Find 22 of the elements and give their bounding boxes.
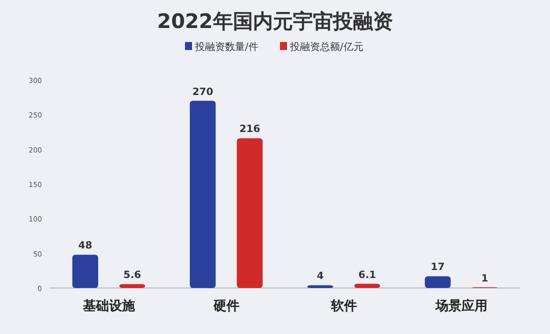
chart-title: 2022年国内元宇宙投融资 — [157, 9, 393, 33]
x-tick-label: 软件 — [330, 299, 357, 314]
bar — [72, 254, 98, 288]
bar — [190, 100, 216, 288]
data-label: 216 — [239, 124, 260, 136]
legend-label: 投融资数量/件 — [194, 41, 258, 53]
x-tick-label: 场景应用 — [434, 298, 488, 314]
data-label: 6.1 — [358, 270, 376, 281]
bar — [354, 284, 380, 288]
data-label: 1 — [481, 273, 488, 284]
x-tick-label: 基础设施 — [82, 298, 136, 314]
bar — [307, 285, 334, 288]
data-label: 5.6 — [123, 270, 142, 282]
data-label: 17 — [430, 262, 445, 274]
legend-label: 投融资总额/亿元 — [289, 41, 364, 53]
data-label: 4 — [316, 271, 324, 282]
x-tick-label: 硬件 — [212, 299, 240, 314]
bar — [424, 276, 451, 288]
data-label: 270 — [192, 86, 214, 98]
bar — [119, 284, 146, 288]
bar — [236, 138, 263, 288]
data-label: 48 — [78, 240, 92, 252]
